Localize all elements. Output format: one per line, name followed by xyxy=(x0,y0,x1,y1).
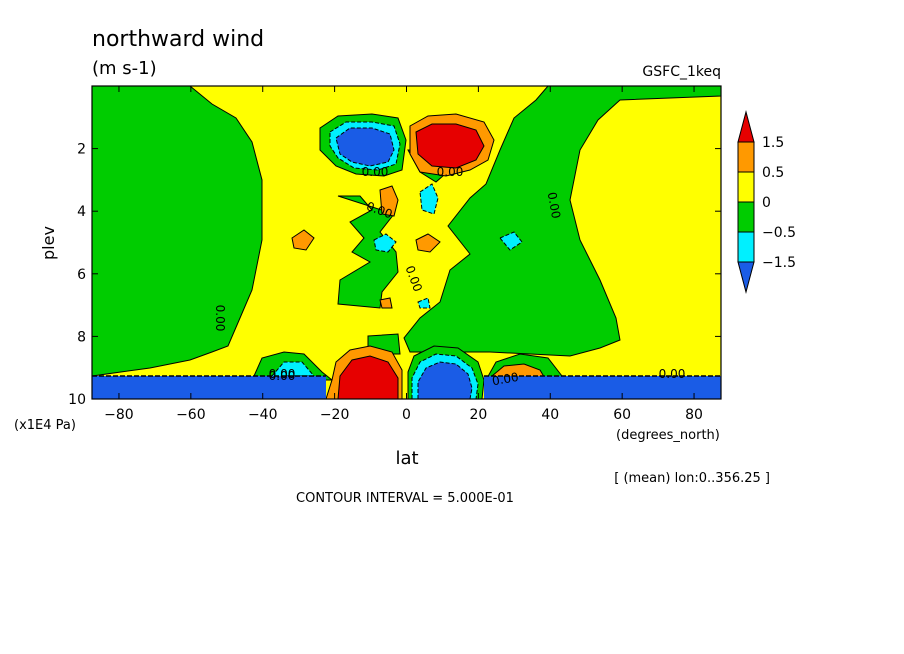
contour-label: 0.00 xyxy=(269,367,296,381)
contour-interval: CONTOUR INTERVAL = 5.000E-01 xyxy=(296,491,514,506)
colorbar-swatch xyxy=(737,171,755,203)
contour-label: 0.00 xyxy=(659,367,686,381)
colorbar-swatch xyxy=(737,141,755,173)
fill-east-green xyxy=(403,85,722,357)
fill-cyan-small-2 xyxy=(499,231,523,251)
fill-cyan-small-3 xyxy=(419,183,439,215)
fill-lower-neg-blue xyxy=(417,361,473,400)
fill-cyan-small-1 xyxy=(373,233,397,253)
contour-label: 0.00 xyxy=(545,191,563,220)
x-tick-label: 40 xyxy=(541,407,559,423)
y-tick-label: 4 xyxy=(77,204,86,220)
colorbar: 1.5 0.5 0 −0.5 −1.5 xyxy=(737,110,796,294)
y-tick-label: 8 xyxy=(77,329,86,345)
colorbar-label: −0.5 xyxy=(762,225,796,241)
x-axis: −80 −60 −40 −20 0 20 40 60 80 xyxy=(104,86,703,423)
contour-label: 0.00 xyxy=(269,369,296,383)
y-tick-label: 10 xyxy=(68,392,86,408)
contour-label: 0.00 xyxy=(362,165,389,179)
averaging-note: [ (mean) lon:0..356.25 ] xyxy=(614,471,770,486)
x-tick-label: −20 xyxy=(320,407,350,423)
fill-orange-small-4 xyxy=(379,297,393,309)
fill-upper-pos-red xyxy=(415,123,485,169)
colorbar-swatch-bottom xyxy=(737,261,755,294)
colorbar-swatch xyxy=(737,201,755,233)
chart-title: northward wind xyxy=(92,27,264,52)
fill-cyan-small-4 xyxy=(417,297,431,309)
fill-sfc-band-west xyxy=(92,376,326,399)
contour-label: 0.00 xyxy=(437,165,464,179)
fill-orange-small-1 xyxy=(291,229,315,251)
source-label: GSFC_1keq xyxy=(642,64,721,80)
x-axis-units: (degrees_north) xyxy=(616,428,720,443)
colorbar-swatch xyxy=(737,231,755,263)
fill-orange-small-2 xyxy=(415,233,441,253)
x-tick-label: 0 xyxy=(402,407,411,423)
chart-units: (m s-1) xyxy=(92,58,157,79)
fill-orange-small-3 xyxy=(379,185,399,217)
fill-sfc-band-east xyxy=(484,376,721,399)
x-tick-label: −60 xyxy=(176,407,206,423)
colorbar-label: 0 xyxy=(762,195,771,211)
y-axis-units: (x1E4 Pa) xyxy=(14,418,76,433)
y-axis-label: plev xyxy=(39,226,58,260)
y-tick-label: 6 xyxy=(77,267,86,283)
contour-fills xyxy=(91,85,722,400)
y-tick-label: 2 xyxy=(77,142,86,158)
fill-upper-neg-blue xyxy=(335,127,395,167)
colorbar-label: 1.5 xyxy=(762,135,784,151)
fill-lower-pos-red xyxy=(337,355,399,400)
colorbar-swatch-top xyxy=(737,110,755,143)
x-tick-label: −80 xyxy=(104,407,134,423)
contour-label: 0.00 xyxy=(213,305,227,332)
x-tick-label: −40 xyxy=(248,407,278,423)
y-axis: 2 4 6 8 10 xyxy=(68,142,721,408)
x-tick-label: 20 xyxy=(469,407,487,423)
x-axis-label: lat xyxy=(395,448,418,469)
x-tick-label: 60 xyxy=(613,407,631,423)
x-tick-label: 80 xyxy=(685,407,703,423)
fill-west-green xyxy=(91,85,263,377)
colorbar-label: 0.5 xyxy=(762,165,784,181)
colorbar-label: −1.5 xyxy=(762,255,796,271)
contour-label: 0.00 xyxy=(491,370,520,388)
